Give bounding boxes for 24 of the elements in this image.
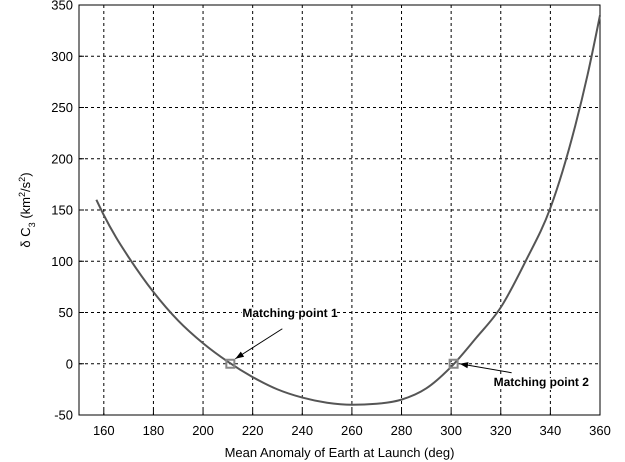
x-tick-label: 200	[192, 423, 214, 438]
y-tick-label: -50	[54, 408, 73, 422]
annotation: Matching point 2	[494, 374, 590, 389]
y-tick-label: 200	[51, 151, 73, 166]
y-tick-label: 0	[66, 356, 73, 372]
x-tick-label: 360	[589, 423, 611, 438]
x-tick-label: 300	[440, 423, 462, 438]
x-tick-label: 260	[341, 423, 363, 438]
x-tick-label: 220	[242, 423, 264, 438]
y-tick-label: 100	[51, 254, 73, 269]
x-tick-label: 240	[291, 423, 314, 438]
y-tick-label: 50	[58, 305, 73, 320]
x-axis-title: Mean Anomaly of Earth at Launch (deg)	[224, 445, 454, 460]
x-tick-label: 160	[92, 423, 115, 438]
y-tick-label: 150	[51, 202, 73, 218]
y-tick-label: 300	[51, 48, 73, 64]
y-tick-label: 350	[51, 0, 73, 12]
x-tick-label: 340	[540, 423, 562, 438]
x-tick-label: 320	[490, 423, 512, 438]
annotation: Matching point 1	[242, 306, 338, 320]
x-tick-label: 180	[142, 423, 164, 438]
line-series	[95, 14, 601, 406]
x-tick-label: 280	[390, 423, 412, 438]
y-tick-label: 250	[51, 100, 73, 115]
